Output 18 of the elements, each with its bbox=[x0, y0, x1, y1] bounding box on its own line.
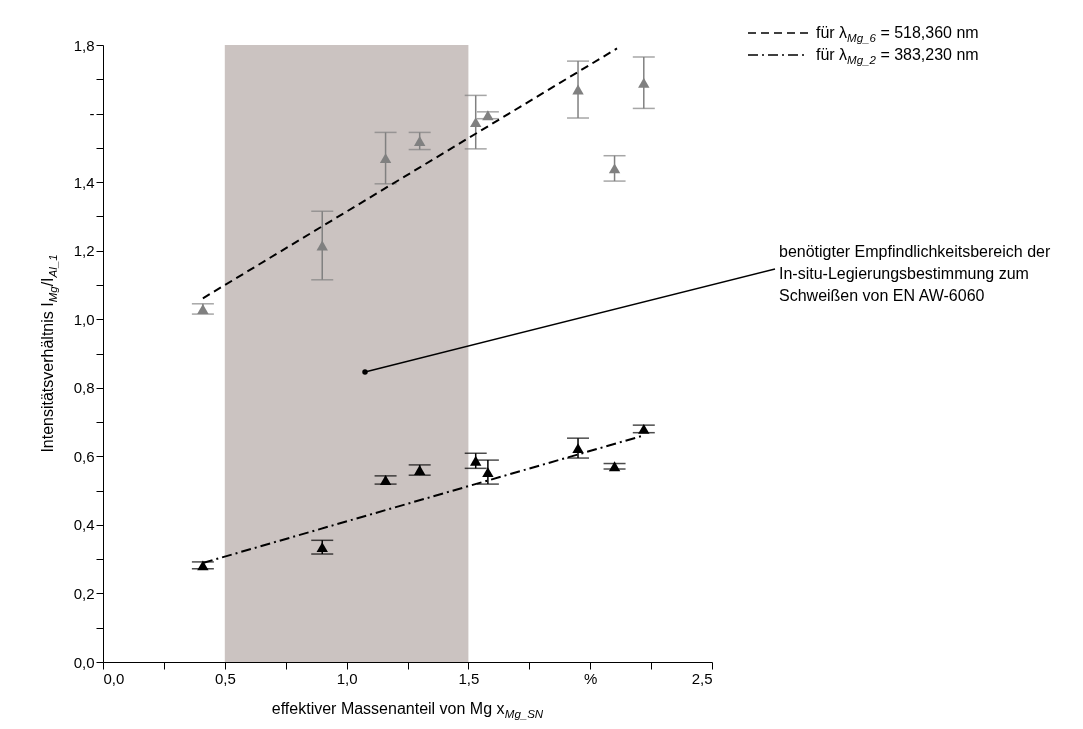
y-tick-label: 0,6 bbox=[73, 447, 95, 465]
y-tick-label: 0,0 bbox=[73, 653, 95, 671]
y-tick-label: 1,0 bbox=[73, 310, 95, 328]
x-tick-label: 2,5 bbox=[691, 669, 713, 687]
y-tick-label: 1,8 bbox=[73, 36, 95, 54]
y-tick-label: 1,4 bbox=[73, 173, 95, 191]
x-tick-label: 0,0 bbox=[103, 669, 125, 687]
y-tick-label: - bbox=[89, 105, 95, 123]
text: benötigter Empfindlichkeitsbereich der In-situ-Legierungsbestimmung zum Schweißen von EN AW-6060 bbox=[779, 243, 1051, 304]
x-tick-label: 1,0 bbox=[336, 669, 358, 687]
y-tick-label: 0,4 bbox=[73, 516, 95, 534]
y-axis-title: Intensitätsverhältnis IMg/IAl_1 bbox=[39, 254, 60, 453]
x-tick-label: 1,5 bbox=[458, 669, 480, 687]
y-tick-label: 0,2 bbox=[73, 584, 95, 602]
y-tick-label: 1,2 bbox=[73, 242, 95, 260]
x-tick-label: 0,5 bbox=[214, 669, 236, 687]
y-tick-label: 0,8 bbox=[73, 379, 95, 397]
x-tick-label: % bbox=[584, 669, 598, 687]
